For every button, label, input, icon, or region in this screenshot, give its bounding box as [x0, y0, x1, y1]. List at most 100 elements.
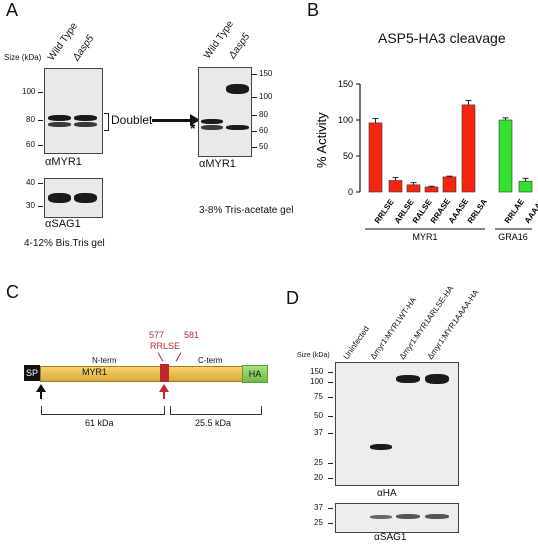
- y-tick-label: 100: [338, 115, 353, 125]
- band-wt-lower: [48, 122, 71, 127]
- arrow-head: [190, 114, 200, 126]
- y-axis-label: % Activity: [314, 112, 329, 168]
- tick-mark: [38, 92, 43, 93]
- band-sag1-asp5: [74, 193, 97, 203]
- tick-mark: [328, 372, 333, 373]
- bar: [461, 104, 476, 193]
- myr1-blot-1: [44, 68, 103, 154]
- myr1-label: MYR1: [82, 367, 108, 377]
- band-ha-arlse-100: [396, 375, 420, 383]
- band-asp5-lower-2: [226, 125, 249, 130]
- chart-title-text: ASP5-HA3 cleavage: [378, 30, 506, 46]
- band-wt-upper-2: [201, 119, 223, 124]
- band-asp5-100: [226, 84, 249, 94]
- site-end: 581: [184, 330, 200, 340]
- tick-mark: [328, 433, 333, 434]
- y-tick-label: 50: [343, 151, 353, 161]
- tick-mark: [328, 382, 333, 383]
- sp-arrow-shaft: [40, 391, 42, 399]
- category-label: AAAAE: [523, 196, 538, 225]
- tick-label: 60: [26, 140, 35, 149]
- ha-label: HA: [248, 369, 262, 379]
- lane-uninfected: Uninfected: [341, 324, 371, 361]
- frag2-label: 25.5 kDa: [195, 418, 232, 428]
- bar: [518, 180, 533, 193]
- panel-c-letter: C: [6, 282, 19, 302]
- tick-label: 80: [26, 115, 35, 124]
- tick-mark: [328, 478, 333, 479]
- frag2-bracket: [170, 406, 262, 415]
- tick-label: 60: [259, 126, 268, 135]
- panel-d-size-label: Size (kDa): [297, 352, 330, 359]
- tick-mark: [252, 115, 257, 116]
- tick-label: 100: [22, 87, 36, 96]
- site-start: 577: [149, 330, 165, 340]
- tick-mark: [328, 397, 333, 398]
- cterm-label: C-term: [198, 356, 223, 365]
- group-label-myr1: MYR1: [412, 232, 437, 242]
- tick-label: 50: [259, 142, 268, 151]
- tick-label: 37: [314, 503, 323, 512]
- chart-title: ASP5-HA3 cleavage: [378, 30, 506, 46]
- tick-label: 40: [26, 178, 35, 187]
- tick-label: 25: [314, 518, 323, 527]
- tick-mark: [252, 147, 257, 148]
- tick-mark: [38, 120, 43, 121]
- tick-label: 75: [314, 392, 323, 401]
- ha-box: HA: [242, 365, 268, 383]
- bar: [368, 122, 383, 193]
- panel-d-letter: D: [286, 288, 299, 308]
- panel-a-size-label: Size (kDa): [4, 53, 42, 62]
- gel-label-1: 4-12% Bis.Tris gel: [24, 238, 105, 249]
- blot-label-myr1-b: αMYR1: [199, 158, 236, 170]
- tick-mark: [328, 523, 333, 524]
- band-asp5-upper: [74, 115, 97, 121]
- cleavage-arrow-head: [159, 384, 169, 392]
- sp-arrow-head: [36, 384, 46, 392]
- band-ha-aaaa-100: [425, 374, 449, 384]
- tick-mark: [328, 508, 333, 509]
- site-line-right: [175, 352, 182, 362]
- blot-label-myr1-a: αMYR1: [45, 156, 82, 168]
- tick-mark: [38, 183, 43, 184]
- tick-label: 25: [314, 458, 323, 467]
- tick-label: 100: [259, 92, 273, 101]
- tick-label: 150: [310, 367, 324, 376]
- panel-a-letter: A: [6, 0, 19, 20]
- panel-b-letter: B: [307, 0, 320, 20]
- sp-box: SP: [24, 365, 40, 381]
- bar: [442, 176, 457, 193]
- band-wt-lower-2: [201, 125, 223, 130]
- lane-aaaa: Δmyr1:MYR1AAAA-HA: [425, 288, 481, 361]
- blot-label-sag1-d: αSAG1: [374, 532, 407, 543]
- blot-label-ha: αHA: [377, 488, 397, 499]
- site-seq: RRLSE: [150, 341, 181, 351]
- tick-mark: [252, 97, 257, 98]
- doublet-bracket: [104, 113, 109, 131]
- tick-mark: [38, 206, 43, 207]
- band-sag1-d3: [425, 514, 449, 519]
- sag1-blot-d: [335, 503, 459, 533]
- band-ha-wt-37: [370, 444, 392, 450]
- group-label-gra16: GRA16: [498, 232, 528, 242]
- tick-mark: [252, 74, 257, 75]
- ha-blot: [335, 362, 459, 486]
- frag1-bracket: [41, 406, 165, 415]
- y-tick-label: 150: [338, 79, 353, 89]
- doublet-label: Doublet: [111, 113, 153, 127]
- myr1-blot-2: [198, 67, 252, 157]
- tick-label: 20: [314, 473, 323, 482]
- band-sag1-wt: [48, 193, 71, 203]
- tick-label: 37: [314, 428, 323, 437]
- lane-label-asp5: Δasp5: [70, 33, 97, 63]
- bar: [406, 184, 421, 193]
- band-asp5-lower: [74, 122, 97, 127]
- blot-label-sag1-a: αSAG1: [45, 218, 81, 230]
- tick-label: 150: [259, 69, 273, 78]
- category-label: RRLSA: [466, 197, 489, 225]
- sp-label: SP: [25, 368, 38, 378]
- band-sag1-d2: [396, 514, 420, 519]
- y-tick-label: 0: [348, 187, 353, 197]
- tick-mark: [252, 131, 257, 132]
